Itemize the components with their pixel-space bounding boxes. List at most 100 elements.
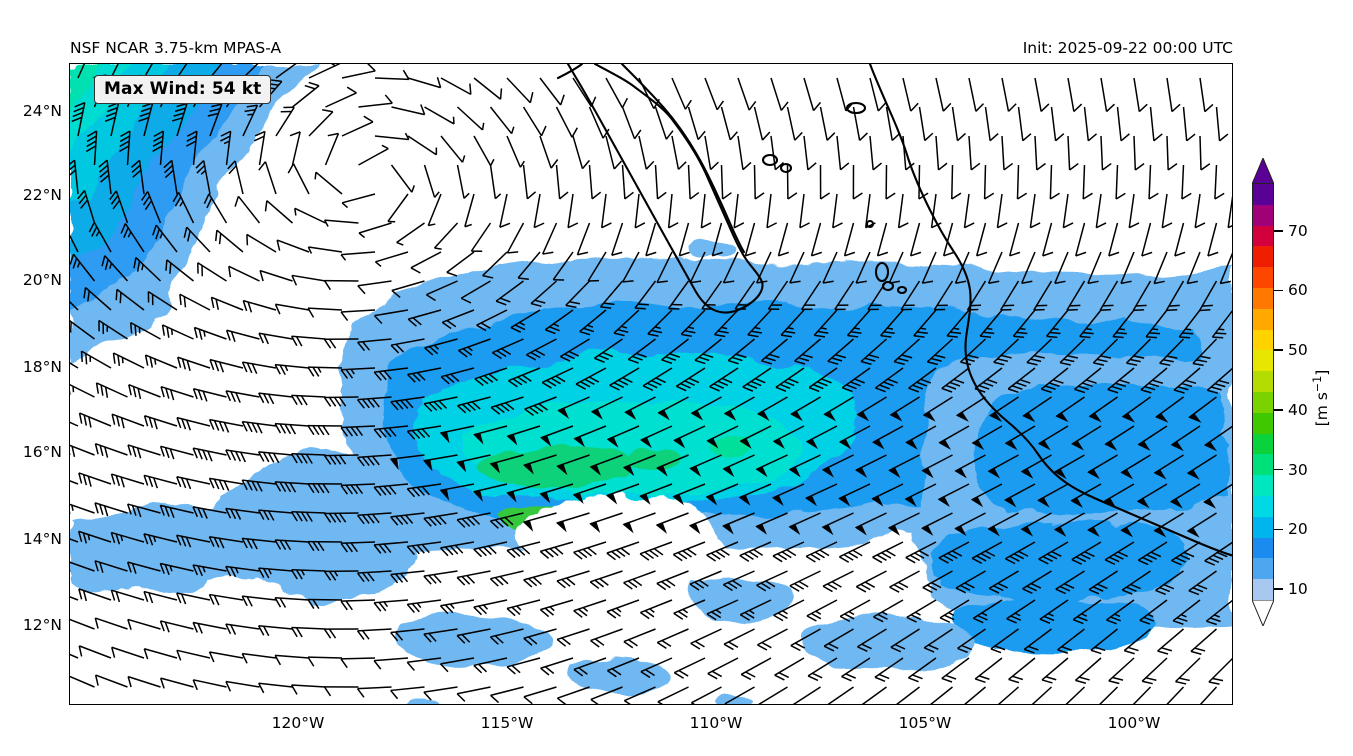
x-tick-label: 115°W [480,714,534,732]
wind-barb [687,103,708,141]
wind-barb [639,599,677,622]
wind-barb [256,682,294,697]
wind-barb [323,279,360,291]
y-tick-label: 24°N [22,102,62,120]
wind-barb [174,476,211,494]
wind-barb [273,654,310,668]
y-tick-label: 22°N [22,186,62,204]
wind-barb [925,686,959,704]
wind-barb [1001,75,1019,113]
wind-barb [1092,686,1125,704]
wind-barb [1067,75,1084,113]
wind-barb [323,628,360,639]
y-tick-label: 14°N [22,530,62,548]
wind-field-svg [70,64,1232,704]
wind-barb [489,163,503,200]
wind-barb [289,274,327,291]
coastline-layer [556,64,1232,557]
wind-barb [373,657,410,671]
colorbar-tick [1274,528,1283,531]
wind-barb [673,657,710,682]
wind-barb [499,193,517,230]
wind-barb [858,686,893,704]
wind-barb [323,219,360,230]
wind-barb [611,222,632,259]
wind-barb [406,599,443,614]
wind-barb [273,422,310,436]
wind-barb [223,623,261,639]
wind-barb [539,599,577,619]
wind-barb [819,104,837,142]
wind-barb [888,570,925,596]
wind-barb [223,449,261,465]
wind-barb [555,102,581,138]
wind-barb [1166,75,1182,113]
wind-barb [489,570,527,589]
wind-barb [157,677,195,697]
wind-barb [1227,193,1232,230]
wind-barb [358,222,395,240]
wind-barb [423,162,442,199]
wind-barb [1190,628,1224,659]
colorbar-tick-label: 50 [1288,341,1308,360]
wind-barb [307,366,343,378]
wind-barb [1148,164,1161,201]
wind-barb [473,599,510,617]
wind-barb [1082,164,1095,201]
wind-barb [638,73,663,110]
wind-barb [805,541,842,566]
init-time-label: Init: 2025-09-22 00:00 UTC [1022,39,1233,58]
wind-barb [1034,75,1051,113]
wind-barb [390,97,428,116]
wind-barb [576,222,599,259]
wind-barb [1108,222,1127,259]
wind-barb [852,104,870,142]
wind-barb [1049,164,1062,201]
wind-barb [207,358,244,378]
wind-barb [240,420,277,436]
wind-barb [1174,222,1193,259]
wind-barb [407,130,441,156]
wind-barb [704,74,727,111]
wind-barb [240,652,277,668]
wind-barb [1016,164,1029,201]
wind-barb [1133,134,1146,171]
wind-barb [257,624,294,639]
wind-barb [1042,222,1061,259]
wind-barb [75,412,112,436]
wind-barb [671,133,689,171]
wind-barb [869,75,888,112]
wind-barb [806,599,842,625]
wind-barb [1100,134,1113,171]
wind-barb [423,686,460,702]
wind-barb [240,361,277,378]
wind-barb [75,588,112,610]
wind-barb [786,104,805,141]
colorbar-label: [m s−1] [1310,369,1331,427]
wind-barb [1075,222,1094,259]
wind-barb [824,686,860,704]
wind-barb [141,647,178,668]
wind-barb [572,132,592,170]
wind-barb [799,193,814,230]
wind-barb [423,570,460,586]
wind-barb [70,672,96,697]
wind-barb [125,321,162,348]
wind-barb [456,686,494,704]
wind-barb [1001,134,1014,171]
wind-barb [623,628,660,651]
wind-barb [273,363,310,378]
wind-barb [190,679,228,697]
wind-barb [1182,105,1197,142]
map-canvas: Max Wind: 54 kt [70,64,1232,704]
wind-barb [555,163,570,200]
wind-barb [909,222,929,259]
wind-barb [700,193,715,230]
wind-barb [810,222,830,259]
wind-barb [1214,164,1227,201]
wind-barb [522,101,550,137]
wind-barb [556,628,594,649]
wind-barb [777,222,797,259]
wind-barb [124,383,162,407]
wind-barb [744,222,764,259]
